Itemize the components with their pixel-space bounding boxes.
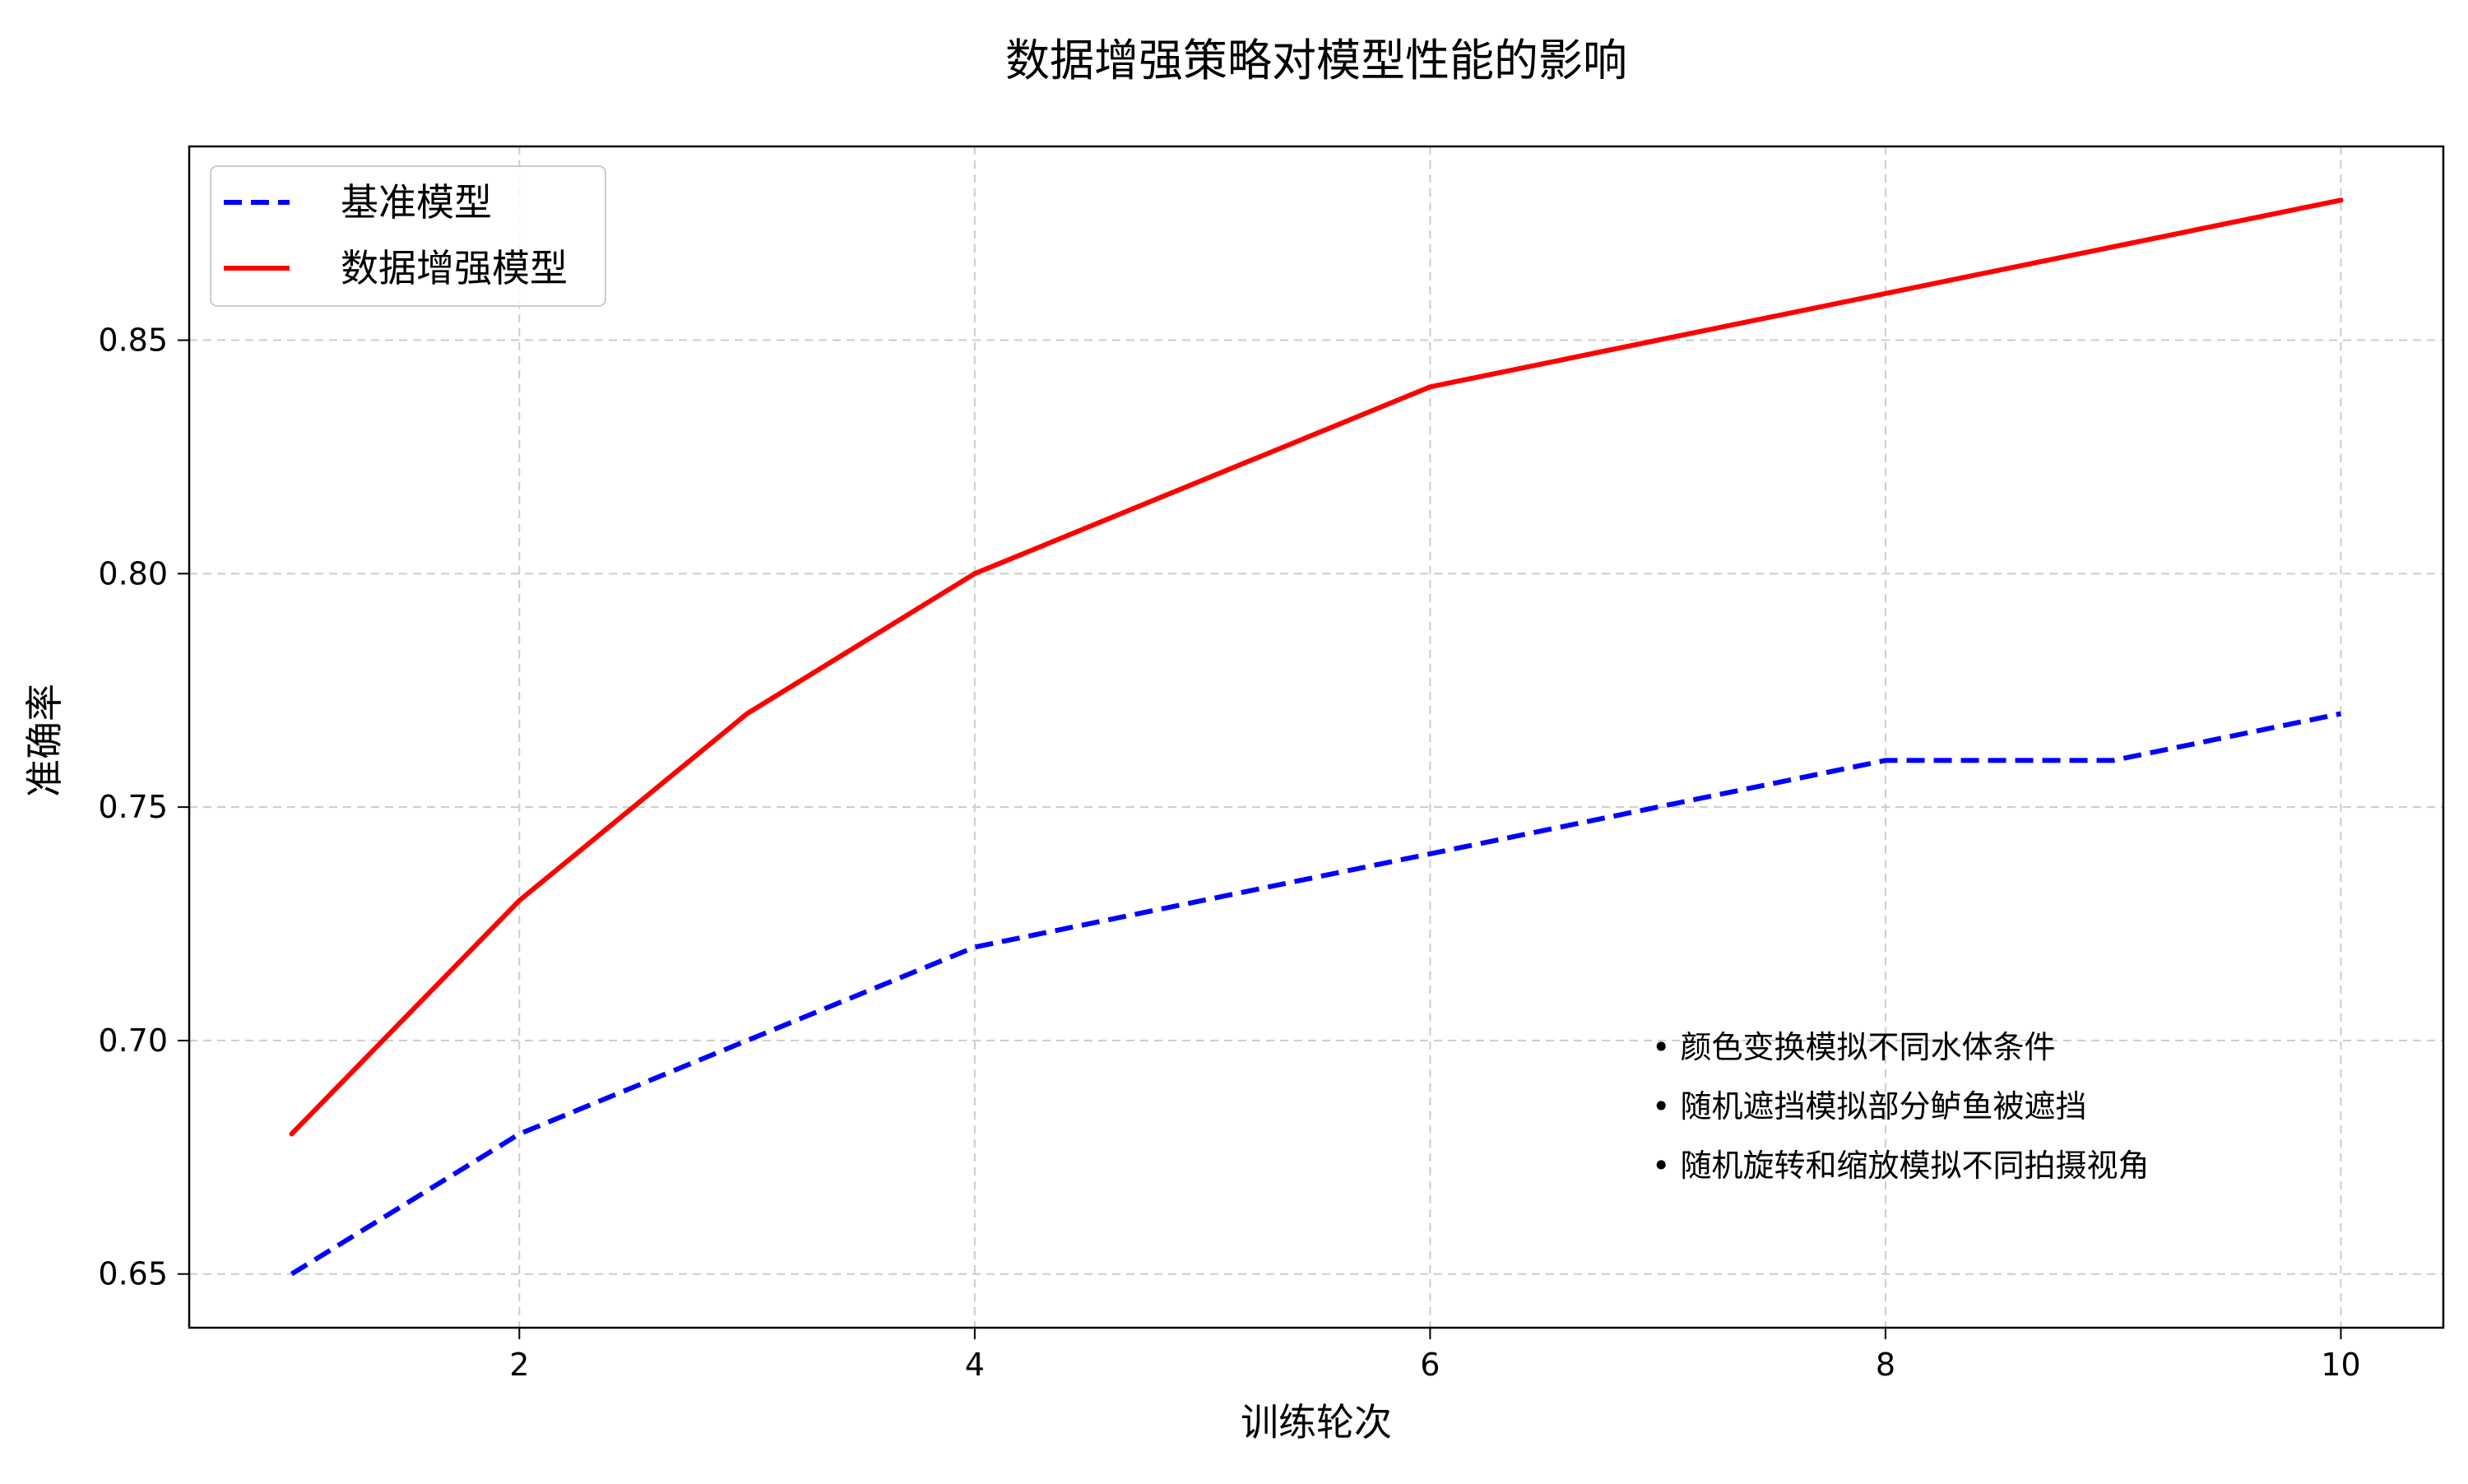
annotation-block: • 颜色变换模拟不同水体条件 • 随机遮挡模拟部分鲈鱼被遮挡 • 随机旋转和缩放模拟…	[1652, 1029, 2150, 1184]
plot-frame	[188, 145, 2445, 1329]
x-tick-label: 2	[509, 1347, 529, 1383]
y-tick-label: 0.85	[98, 322, 168, 359]
x-tick-label: 4	[965, 1347, 985, 1383]
legend-box	[210, 165, 606, 307]
annotation-line: • 颜色变换模拟不同水体条件	[1652, 1029, 2056, 1065]
x-tick-label: 8	[1876, 1347, 1895, 1383]
grid-lines	[189, 146, 2443, 1328]
legend-label-augmented: 数据增强模型	[341, 246, 568, 290]
legend-label-baseline: 基准模型	[341, 180, 492, 225]
y-tick-label: 0.80	[98, 555, 168, 591]
y-tick-label: 0.65	[98, 1256, 168, 1292]
y-tick-label: 0.75	[98, 789, 168, 825]
annotation-line: • 随机遮挡模拟部分鲈鱼被遮挡	[1652, 1088, 2087, 1125]
y-tick-label: 0.70	[98, 1023, 168, 1059]
axes	[178, 145, 2445, 1339]
series-lines	[289, 197, 2344, 1277]
x-axis-label: 训练轮次	[1241, 1400, 1392, 1445]
series-line-augmented	[289, 197, 2344, 1137]
x-tick-label: 6	[1420, 1347, 1440, 1383]
chart-title: 数据增强策略对模型性能的影响	[1005, 35, 1627, 86]
tick-labels: 2 4 6 8 10 0.65 0.70 0.75 0.80 0.85	[98, 322, 2360, 1383]
annotation-line: • 随机旋转和缩放模拟不同拍摄视角	[1652, 1148, 2150, 1184]
series-line-baseline	[290, 711, 2342, 1277]
y-axis-label: 准确率	[22, 684, 67, 797]
x-tick-label: 10	[2321, 1347, 2360, 1383]
